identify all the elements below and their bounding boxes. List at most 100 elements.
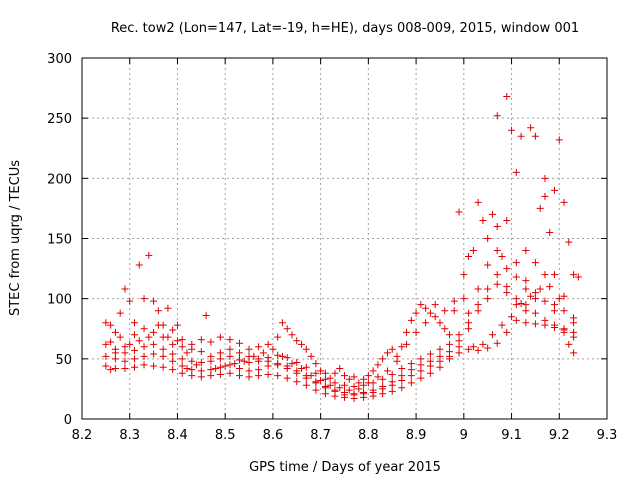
data-point bbox=[465, 319, 473, 327]
data-point bbox=[541, 297, 549, 305]
data-point bbox=[379, 375, 387, 383]
x-tick-label: 9.2 bbox=[549, 428, 570, 443]
data-point bbox=[531, 132, 539, 140]
data-point bbox=[512, 259, 520, 267]
data-point bbox=[536, 285, 544, 293]
data-point bbox=[474, 198, 482, 206]
x-tick-label: 8.3 bbox=[119, 428, 140, 443]
x-tick-label: 8.9 bbox=[406, 428, 427, 443]
data-point bbox=[183, 364, 191, 372]
data-point bbox=[341, 372, 348, 380]
data-point bbox=[288, 331, 296, 339]
data-point bbox=[169, 366, 177, 374]
data-point bbox=[355, 379, 363, 387]
data-point bbox=[111, 349, 119, 357]
data-point bbox=[269, 345, 277, 353]
data-point bbox=[255, 372, 263, 380]
data-point bbox=[503, 265, 511, 273]
data-point bbox=[393, 357, 401, 365]
data-point bbox=[321, 390, 329, 398]
data-point bbox=[364, 379, 372, 387]
data-point bbox=[321, 384, 329, 392]
data-point bbox=[159, 333, 167, 341]
x-tick-label: 9.3 bbox=[597, 428, 618, 443]
data-point bbox=[178, 336, 186, 344]
data-point bbox=[236, 356, 243, 364]
data-point bbox=[360, 381, 368, 389]
data-point bbox=[570, 349, 578, 357]
data-point bbox=[240, 357, 248, 365]
data-point bbox=[388, 387, 396, 395]
data-point bbox=[164, 304, 172, 312]
data-point bbox=[474, 307, 482, 315]
data-point bbox=[474, 285, 482, 293]
data-point bbox=[169, 357, 177, 365]
data-point bbox=[388, 345, 396, 353]
data-point bbox=[188, 357, 196, 365]
data-point bbox=[570, 271, 578, 279]
data-point bbox=[522, 319, 530, 327]
data-point bbox=[312, 360, 320, 368]
data-point bbox=[131, 331, 138, 339]
data-point bbox=[116, 309, 124, 317]
data-point bbox=[326, 381, 334, 389]
data-point bbox=[150, 328, 158, 336]
data-point bbox=[541, 174, 549, 182]
data-point bbox=[345, 386, 353, 394]
data-point bbox=[503, 289, 511, 297]
data-point bbox=[484, 261, 492, 269]
data-point bbox=[522, 285, 530, 293]
data-point bbox=[140, 295, 148, 303]
data-point bbox=[312, 386, 320, 394]
data-point bbox=[321, 375, 329, 383]
data-point bbox=[121, 357, 129, 365]
data-point bbox=[302, 345, 310, 353]
data-point bbox=[493, 112, 501, 120]
data-point bbox=[131, 346, 138, 354]
data-point bbox=[207, 372, 215, 380]
x-tick-label: 9 bbox=[460, 428, 468, 443]
data-point bbox=[274, 333, 282, 341]
data-point bbox=[436, 357, 444, 365]
data-point bbox=[154, 307, 162, 315]
data-point bbox=[512, 273, 520, 281]
data-point bbox=[302, 374, 310, 382]
data-point bbox=[312, 379, 320, 387]
data-point bbox=[417, 374, 425, 382]
data-point bbox=[264, 370, 272, 378]
data-point bbox=[111, 364, 119, 372]
data-point bbox=[102, 352, 110, 360]
data-point bbox=[307, 372, 315, 380]
data-point bbox=[407, 360, 415, 368]
data-point bbox=[527, 124, 535, 132]
data-point bbox=[551, 271, 558, 279]
data-point bbox=[517, 299, 525, 307]
data-point bbox=[107, 366, 115, 374]
data-point bbox=[107, 338, 115, 346]
data-point bbox=[388, 381, 396, 389]
data-point bbox=[278, 352, 286, 360]
data-point bbox=[522, 307, 530, 315]
data-point bbox=[508, 313, 516, 321]
data-point bbox=[465, 253, 473, 261]
data-point bbox=[331, 387, 339, 395]
data-point bbox=[121, 285, 129, 293]
data-point bbox=[512, 168, 520, 176]
data-point bbox=[446, 352, 453, 360]
data-point bbox=[274, 351, 282, 359]
data-point bbox=[460, 295, 468, 303]
data-point bbox=[450, 307, 458, 315]
data-point bbox=[551, 186, 558, 194]
data-point bbox=[140, 361, 148, 369]
data-point bbox=[154, 321, 162, 329]
data-point bbox=[455, 343, 463, 351]
data-point bbox=[293, 358, 301, 366]
data-point bbox=[422, 304, 430, 312]
data-point bbox=[321, 369, 329, 377]
data-point bbox=[350, 383, 358, 391]
data-point bbox=[150, 362, 158, 370]
data-point bbox=[522, 247, 530, 255]
data-point bbox=[245, 367, 253, 375]
data-point bbox=[245, 373, 253, 381]
data-point bbox=[546, 283, 554, 291]
